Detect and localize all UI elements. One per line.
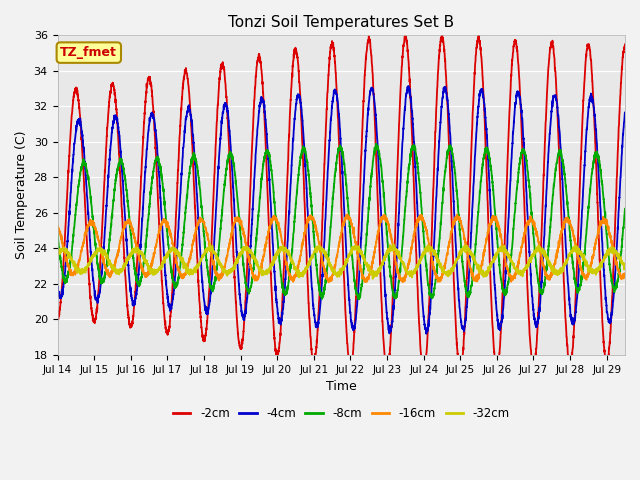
- -8cm: [175, 270, 183, 276]
- -2cm: [420, 370, 428, 376]
- Y-axis label: Soil Temperature (C): Soil Temperature (C): [15, 131, 28, 259]
- -32cm: [407, 271, 415, 277]
- -32cm: [54, 251, 61, 257]
- -4cm: [404, 84, 412, 89]
- -32cm: [621, 263, 629, 268]
- -16cm: [407, 249, 415, 255]
- -2cm: [621, 41, 629, 47]
- -16cm: [621, 270, 629, 276]
- X-axis label: Time: Time: [326, 380, 356, 393]
- -8cm: [621, 208, 628, 214]
- -16cm: [397, 275, 404, 281]
- -8cm: [407, 148, 415, 154]
- -2cm: [407, 94, 415, 99]
- Line: -8cm: -8cm: [58, 144, 625, 299]
- Legend: -2cm, -4cm, -8cm, -16cm, -32cm: -2cm, -4cm, -8cm, -16cm, -32cm: [168, 402, 515, 425]
- -4cm: [397, 177, 404, 182]
- -2cm: [397, 85, 404, 91]
- -16cm: [621, 270, 628, 276]
- -2cm: [54, 312, 61, 318]
- -2cm: [212, 137, 220, 143]
- -4cm: [212, 207, 220, 213]
- -32cm: [369, 276, 376, 282]
- -32cm: [175, 253, 183, 259]
- -32cm: [568, 248, 575, 254]
- -2cm: [621, 45, 628, 51]
- -32cm: [206, 241, 214, 247]
- -8cm: [212, 274, 220, 279]
- -8cm: [621, 206, 629, 212]
- -32cm: [212, 251, 220, 257]
- -32cm: [621, 264, 628, 269]
- -8cm: [372, 141, 380, 147]
- -8cm: [397, 260, 404, 266]
- -16cm: [212, 269, 220, 275]
- Title: Tonzi Soil Temperatures Set B: Tonzi Soil Temperatures Set B: [228, 15, 454, 30]
- Text: TZ_fmet: TZ_fmet: [60, 46, 117, 59]
- -8cm: [568, 249, 575, 255]
- -4cm: [621, 109, 629, 115]
- -4cm: [568, 314, 575, 320]
- -32cm: [397, 255, 404, 261]
- -4cm: [407, 97, 415, 103]
- -2cm: [175, 144, 183, 150]
- -16cm: [344, 211, 351, 217]
- -2cm: [568, 355, 575, 360]
- -4cm: [175, 214, 183, 219]
- -8cm: [54, 228, 61, 233]
- Line: -2cm: -2cm: [58, 35, 625, 373]
- -16cm: [175, 268, 183, 274]
- -16cm: [54, 223, 61, 229]
- -4cm: [422, 331, 430, 336]
- -4cm: [54, 284, 61, 289]
- -4cm: [621, 110, 628, 116]
- Line: -4cm: -4cm: [58, 86, 625, 334]
- -8cm: [318, 296, 326, 302]
- -2cm: [438, 32, 446, 38]
- Line: -32cm: -32cm: [58, 244, 625, 279]
- -16cm: [568, 224, 575, 230]
- Line: -16cm: -16cm: [58, 214, 625, 282]
- -16cm: [361, 279, 369, 285]
